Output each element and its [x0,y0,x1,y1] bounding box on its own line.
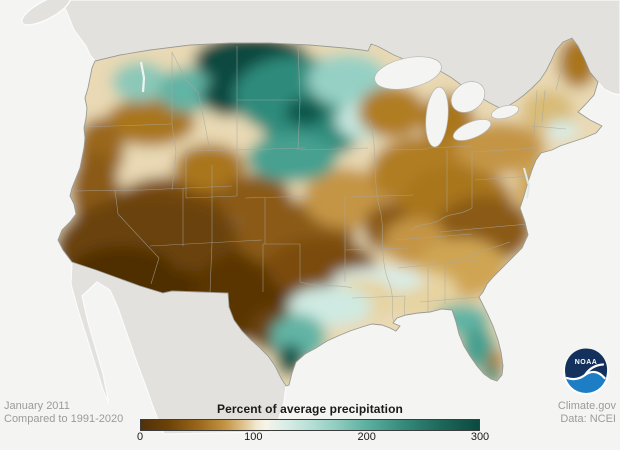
vancouver-island [21,0,71,26]
state-border-line [394,233,473,241]
legend-tick-label: 300 [470,431,490,443]
state-border-line [114,189,160,285]
chesapeake-bay [523,167,531,199]
state-border-line [171,52,177,191]
state-border-line [411,207,473,231]
state-border-line [427,145,473,149]
state-border-line [299,281,353,289]
state-border-line [297,46,301,151]
state-border-line [532,89,538,149]
state-border-line [171,51,211,152]
anomaly-region-s-idaho-brown [174,144,246,192]
legend-ticks: 0 100 200 300 [136,431,489,447]
state-border-line [344,247,411,251]
state-border-line [299,147,369,151]
anomaly-region-minnesota-pale-teal [308,54,388,106]
state-border-line [397,259,479,269]
state-border-line [527,149,536,179]
state-border-line [381,148,429,151]
state-border-line [83,123,173,128]
state-border-line [185,149,238,152]
legend-tick-label: 0 [136,431,144,443]
state-border-line [236,147,306,151]
period-label: January 2011 [4,400,70,412]
state-border-line [449,241,511,263]
legend-tick-label: 200 [357,431,376,443]
baseline-label: Compared to 1991-2020 [4,413,124,425]
puget-sound [139,61,146,93]
us-national-border [57,37,603,387]
lake-erie [452,119,492,141]
lake-ontario [491,104,519,120]
legend-gradient-bar [140,419,480,431]
lake-michigan [425,86,449,148]
date-block: January 2011 Compared to 1991-2020 [4,400,123,426]
source-label: Data: NCEI [560,413,616,425]
noaa-logo-sky [565,348,608,379]
anomaly-region-pacific-nw-inland-brown [105,98,195,146]
legend-tick-label: 100 [244,431,263,443]
anomaly-region-nd-dark-spots [285,98,325,126]
anomaly-region-s-new-england-pale-teal [546,120,578,140]
site-label: Climate.gov [557,400,616,412]
state-border-line [555,41,569,91]
state-border-line [209,165,213,293]
state-border-line [73,189,144,192]
state-border-line [349,194,414,198]
state-border-line [474,147,536,153]
lake-huron [450,81,486,113]
state-border-line [541,89,546,123]
noaa-logo-text: NOAA [575,359,598,366]
noaa-logo: NOAA [563,348,609,395]
anomaly-region-wisconsin-brown [358,86,426,138]
state-border-line [439,223,529,233]
anomaly-region-puget-teal [112,62,168,102]
state-border-line [149,239,263,247]
great-lakes [374,56,519,148]
state-border-line [244,195,316,199]
state-border-line [531,125,567,130]
lake-superior [374,56,442,90]
state-border-line [185,195,238,199]
state-border-line [369,119,395,323]
state-border-line [142,185,233,191]
anomaly-region-nebraska-teal [247,134,337,182]
legend-title: Percent of average precipitation [217,402,403,416]
noaa-logo-bird-wing [583,363,605,377]
credit-block: Climate.gov Data: NCEI [558,400,616,426]
anomaly-region-se-florida-brown-spot [487,351,505,369]
state-border-line [419,296,480,303]
state-border-line [351,295,406,299]
state-border-line [474,175,533,181]
